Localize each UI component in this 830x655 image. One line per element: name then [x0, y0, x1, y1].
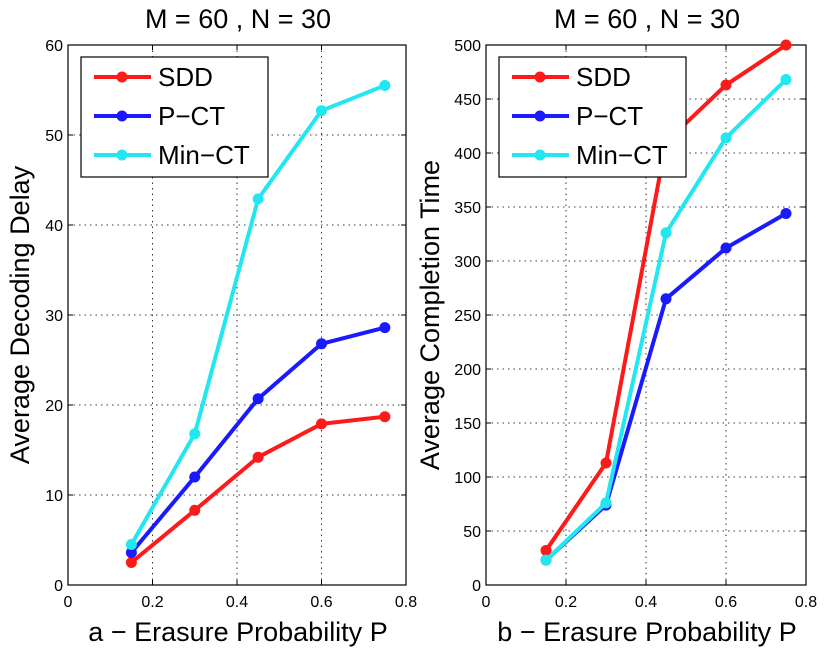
right-chart-point-sdd	[540, 544, 552, 556]
left-chart-point-min-ct	[379, 80, 391, 91]
left-chart-y-axis-label: Average Decoding Delay	[5, 165, 35, 464]
right-chart-point-min-ct	[600, 497, 612, 509]
left-chart-x-tick-label: 0.2	[141, 594, 163, 611]
right-chart-legend-label-min-ct: Min−CT	[576, 140, 668, 170]
left-chart-x-tick-label: 0.4	[226, 594, 248, 611]
left-chart-legend-marker-sdd	[116, 71, 128, 83]
right-chart-legend: SDD P−CT Min−CT	[498, 56, 687, 178]
right-chart-x-tick-label: 0	[482, 594, 491, 611]
right-chart-point-min-ct	[720, 132, 732, 144]
right-chart-y-tick-label: 250	[454, 308, 481, 325]
left-chart-y-tick-label: 20	[45, 398, 63, 415]
right-chart-x-tick-label: 0.8	[795, 594, 817, 611]
left-chart-point-p-ct	[189, 471, 201, 483]
right-chart-point-sdd	[780, 39, 792, 51]
left-chart-point-p-ct	[252, 393, 264, 405]
left-chart-point-sdd	[189, 504, 201, 516]
left-chart-point-sdd	[316, 418, 327, 430]
left-chart-y-tick-label: 40	[45, 218, 63, 235]
right-chart-y-tick-label: 150	[454, 416, 481, 433]
left-chart-point-min-ct	[316, 105, 327, 117]
left-chart-point-sdd	[379, 411, 391, 423]
right-chart-y-tick-label: 100	[454, 470, 481, 487]
left-chart-x-tick-label: 0	[64, 594, 73, 611]
left-chart-series-line-p-ct	[129, 325, 386, 554]
left-chart-title: M = 60 , N = 30	[145, 4, 331, 34]
left-chart-y-tick-label: 30	[45, 308, 63, 325]
right-chart-legend-marker-min-ct	[534, 149, 546, 161]
left-chart-x-tick-label: 0.8	[395, 594, 417, 611]
right-chart-y-tick-label: 500	[454, 38, 481, 55]
right-chart-title: M = 60 , N = 30	[554, 4, 740, 34]
left-chart-point-min-ct	[252, 193, 264, 205]
right-chart-point-p-ct	[780, 207, 792, 219]
left-chart-x-tick-label: 0.6	[310, 594, 332, 611]
left-chart-point-min-ct	[189, 428, 201, 440]
left-chart-y-tick-label: 10	[45, 488, 63, 505]
left-chart-point-sdd	[252, 451, 264, 463]
right-chart-x-tick-label: 0.2	[555, 594, 577, 611]
right-chart-legend-marker-sdd	[534, 71, 546, 83]
left-chart-legend-label-min-ct: Min−CT	[158, 140, 250, 170]
left-chart-legend-label-sdd: SDD	[158, 62, 213, 92]
right-chart-y-tick-label: 350	[454, 200, 481, 217]
right-chart-point-min-ct	[660, 227, 672, 239]
left-chart-legend-label-p-ct: P−CT	[158, 101, 225, 131]
left-chart-legend: SDD P−CT Min−CT	[80, 56, 269, 178]
left-chart-point-sdd	[125, 557, 137, 568]
left-chart-y-tick-label: 60	[45, 38, 63, 55]
right-chart-point-p-ct	[660, 293, 672, 305]
right-chart-legend-label-sdd: SDD	[576, 62, 631, 92]
right-chart-y-tick-label: 200	[454, 362, 481, 379]
right-chart-legend-label-p-ct: P−CT	[576, 101, 643, 131]
right-chart-x-tick-label: 0.4	[635, 594, 657, 611]
left-chart-point-p-ct	[316, 338, 327, 350]
right-chart-point-min-ct	[780, 74, 792, 86]
left-chart-y-tick-label: 50	[45, 128, 63, 145]
right-chart-legend-marker-p-ct	[534, 110, 546, 122]
right-chart: 0 0.2 0.4 0.6 0.8 0 50 100 150 200 250 300 350 400 450…	[454, 38, 817, 611]
right-chart-y-axis-label: Average Completion Time	[415, 160, 445, 470]
right-chart-point-min-ct	[540, 554, 552, 566]
right-chart-y-tick-label: 0	[472, 578, 481, 595]
left-chart: 0 0.2 0.4 0.6 0.8 0 10 20 30 40 50 60 SDD P−CT Min−CT	[45, 38, 417, 611]
right-chart-y-tick-label: 450	[454, 92, 481, 109]
left-chart-series-line-sdd	[130, 414, 386, 565]
left-chart-point-p-ct	[379, 322, 391, 334]
left-chart-point-min-ct	[125, 539, 137, 550]
left-chart-legend-marker-min-ct	[116, 149, 128, 161]
right-chart-series-line-p-ct	[544, 211, 787, 562]
left-chart-x-axis-label: a − Erasure Probability P	[88, 617, 387, 647]
right-chart-y-tick-label: 50	[463, 524, 481, 541]
right-chart-point-p-ct	[720, 242, 732, 254]
right-chart-point-sdd	[600, 457, 612, 469]
right-chart-y-tick-label: 400	[454, 146, 481, 163]
left-chart-point-p-ct	[125, 547, 137, 559]
left-chart-y-tick-label: 0	[54, 578, 63, 595]
right-chart-x-tick-label: 0.6	[715, 594, 737, 611]
right-chart-point-sdd	[720, 79, 732, 91]
right-chart-y-tick-label: 300	[454, 254, 481, 271]
left-chart-legend-marker-p-ct	[116, 110, 128, 122]
right-chart-x-axis-label: b − Erasure Probability P	[497, 617, 796, 647]
